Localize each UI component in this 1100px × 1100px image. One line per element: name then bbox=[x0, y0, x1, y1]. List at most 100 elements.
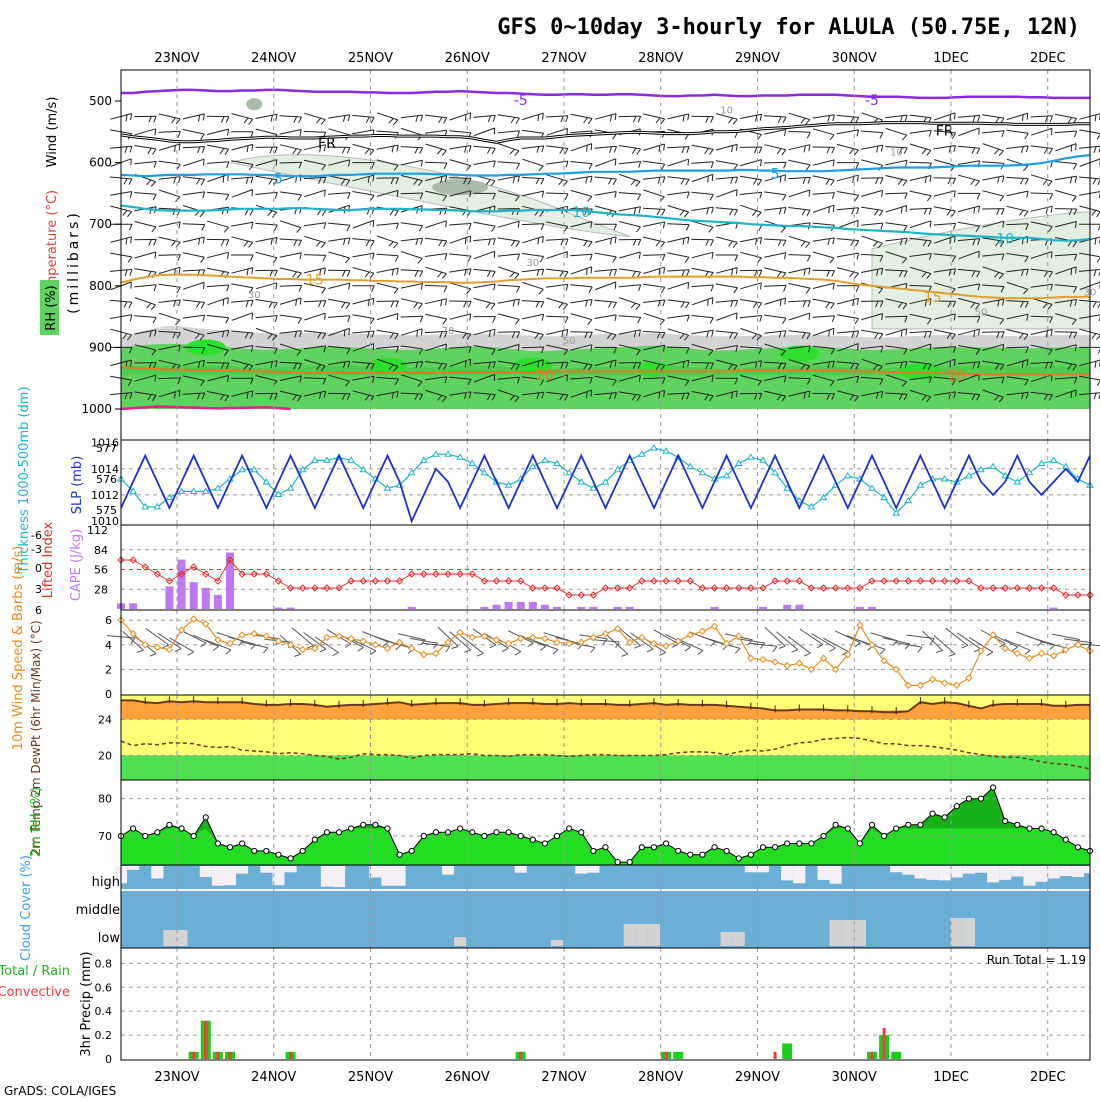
wind-barb bbox=[618, 145, 642, 155]
wind-barb bbox=[303, 267, 326, 276]
cloud-high-bar bbox=[962, 866, 975, 874]
wind-barb bbox=[546, 315, 569, 324]
lifted-index-point bbox=[601, 584, 610, 592]
lifted-index-point bbox=[383, 577, 392, 585]
contour-label: 30 bbox=[526, 258, 539, 269]
wind-barb bbox=[352, 219, 375, 229]
wind-barb bbox=[206, 161, 230, 169]
wind-barb bbox=[982, 208, 1005, 215]
wind-speed-point bbox=[626, 638, 634, 647]
surface-wind-barb bbox=[968, 636, 994, 656]
wind-barb bbox=[255, 282, 278, 290]
rh-point bbox=[1038, 825, 1045, 832]
wind-barb bbox=[134, 161, 157, 168]
wind-barb bbox=[207, 251, 230, 259]
wind-barb bbox=[231, 359, 254, 372]
wind-barb bbox=[836, 191, 860, 202]
wind-barb bbox=[691, 161, 714, 169]
ylabel-precip: 3hr Precip (mm) bbox=[79, 951, 94, 1056]
wind-barb bbox=[788, 112, 811, 125]
wind-barb bbox=[425, 343, 447, 352]
cloud-high-bar bbox=[260, 866, 273, 873]
wind-barb bbox=[279, 314, 302, 324]
thickness-point bbox=[686, 462, 695, 470]
wind-barb bbox=[934, 235, 956, 245]
thickness-point bbox=[153, 502, 162, 510]
wind-barb bbox=[497, 343, 520, 351]
cape-bar bbox=[528, 601, 537, 609]
wind-barb bbox=[812, 204, 835, 214]
wind-speed-point bbox=[468, 633, 476, 642]
lifted-index-point bbox=[432, 570, 440, 578]
wind-barb bbox=[861, 313, 883, 321]
wind-barb bbox=[328, 175, 351, 186]
wind-barb bbox=[739, 392, 763, 400]
rh-point bbox=[590, 847, 597, 855]
wind-barb bbox=[739, 191, 763, 199]
thickness-point bbox=[795, 496, 804, 504]
surface-wind-barb bbox=[192, 634, 219, 652]
wind-barb bbox=[1006, 346, 1029, 354]
isotherm-5 bbox=[120, 154, 1091, 178]
wind-barb bbox=[570, 389, 593, 399]
cloud-low-bar bbox=[163, 930, 176, 946]
cape-ytick-label: 28 bbox=[94, 583, 108, 596]
rh-point bbox=[820, 832, 827, 840]
rh-point bbox=[311, 836, 318, 843]
surface-wind-barb bbox=[449, 631, 472, 653]
wind-barb bbox=[885, 251, 908, 264]
wind-barb bbox=[449, 329, 472, 340]
wind-barb bbox=[958, 250, 980, 260]
wind-barb bbox=[424, 114, 448, 124]
rh-point bbox=[432, 829, 440, 836]
rh-point bbox=[650, 844, 658, 851]
wind-barb bbox=[207, 297, 229, 306]
wind-barb bbox=[570, 360, 593, 371]
wind-barb bbox=[619, 251, 641, 259]
wind-barb bbox=[667, 176, 690, 186]
wind-barb bbox=[764, 375, 787, 383]
cape-bar bbox=[480, 606, 489, 609]
rh-point bbox=[953, 803, 960, 810]
wind-barb bbox=[788, 189, 811, 198]
cloud-low-bar bbox=[829, 920, 842, 946]
precip-convective-bar bbox=[664, 1051, 668, 1059]
rh-point bbox=[178, 825, 185, 832]
wind-barb bbox=[594, 236, 617, 245]
wind-barb bbox=[667, 375, 690, 387]
wind-barb bbox=[957, 361, 981, 369]
wind-barb bbox=[812, 392, 835, 400]
wind-barb bbox=[473, 192, 496, 200]
wind-barb bbox=[885, 159, 908, 167]
wind-speed-point bbox=[226, 639, 234, 648]
wind-barb bbox=[691, 173, 714, 183]
rh-point bbox=[735, 855, 742, 862]
cloud-high-bar bbox=[514, 866, 527, 873]
wind-barb bbox=[473, 145, 496, 155]
wind-barb bbox=[764, 390, 787, 402]
wind-barb bbox=[861, 267, 884, 276]
wind-barb bbox=[1054, 331, 1078, 339]
wind-barb bbox=[860, 177, 884, 185]
credit-label: GrADS: COLA/IGES bbox=[4, 1084, 116, 1098]
wind-barb bbox=[279, 115, 303, 124]
wind-barb bbox=[279, 330, 302, 338]
wind-barb bbox=[1006, 376, 1029, 386]
wind-barb bbox=[231, 254, 254, 262]
wind-barb bbox=[352, 297, 375, 307]
wind-barb bbox=[279, 361, 303, 370]
wind-barb bbox=[400, 146, 424, 154]
wind-barb bbox=[885, 345, 908, 355]
thickness-point bbox=[456, 453, 465, 460]
lifted-index-point bbox=[323, 584, 331, 592]
wind-barb bbox=[425, 298, 448, 307]
wind-barb bbox=[909, 298, 932, 307]
wind-barb bbox=[885, 222, 908, 232]
rh-point bbox=[880, 832, 888, 840]
wind-barb bbox=[933, 206, 956, 217]
wind-barb bbox=[473, 238, 496, 246]
wind-speed-point bbox=[977, 647, 985, 655]
rh-high-blob bbox=[638, 360, 669, 377]
wind-barb bbox=[958, 174, 980, 187]
wind-barb bbox=[449, 346, 472, 353]
